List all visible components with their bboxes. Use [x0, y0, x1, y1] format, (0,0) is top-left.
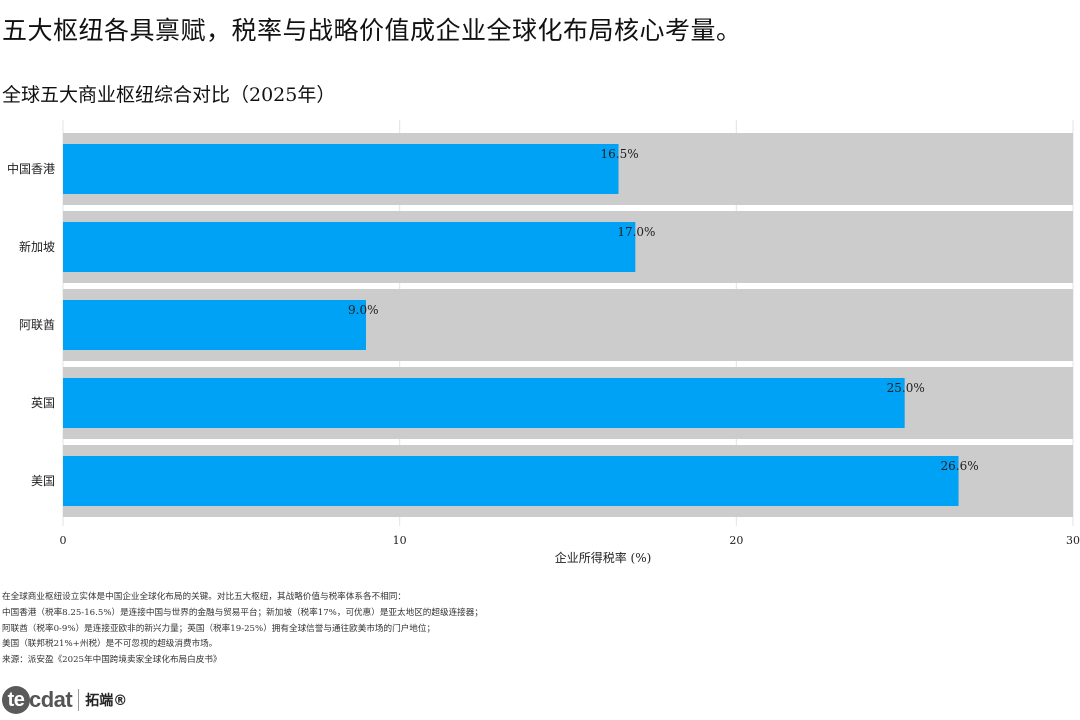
data-label: 9.0%	[348, 303, 379, 317]
note-line: 美国（联邦税21%+州税）是不可忽视的超级消费市场。	[2, 639, 218, 650]
chart-title: 全球五大商业枢纽综合对比（2025年）	[2, 84, 336, 106]
bar	[63, 300, 366, 350]
logo-chinese-name: 拓端®	[85, 693, 128, 709]
data-label: 16.5%	[601, 147, 639, 161]
bar-chart: 16.5% 中国香港 17.0% 新加坡 9.0% 阿联酋 25.0% 英国 26.6% 美国 0 1…	[7, 120, 1080, 565]
tecdat-logo-mark: te cdat	[2, 686, 73, 714]
bar	[63, 144, 619, 194]
source-line: 来源：派安盈《2025年中国跨境卖家全球化布局白皮书》	[2, 655, 222, 666]
category-label: 新加坡	[19, 239, 55, 254]
data-label: 17.0%	[617, 225, 655, 239]
headline: 五大枢纽各具禀赋，税率与战略价值成企业全球化布局核心考量。	[2, 16, 742, 45]
x-axis-label: 企业所得税率 (%)	[555, 550, 652, 565]
logo-ring: te	[2, 686, 30, 714]
data-label: 26.6%	[941, 459, 979, 473]
category-label: 英国	[31, 396, 55, 410]
note-line: 中国香港（税率8.25-16.5%）是连接中国与世界的金融与贸易平台；新加坡（税…	[2, 607, 483, 618]
brand-logo: te cdat 拓端®	[2, 682, 127, 718]
bar	[63, 456, 959, 506]
logo-wordmark: cdat	[29, 687, 73, 712]
x-tick-label: 0	[60, 534, 67, 547]
chart-notes: 在全球商业枢纽设立实体是中国企业全球化布局的关键。对比五大枢纽，其战略价值与税率…	[2, 590, 483, 669]
note-line: 在全球商业枢纽设立实体是中国企业全球化布局的关键。对比五大枢纽，其战略价值与税率…	[2, 592, 406, 602]
category-label: 中国香港	[7, 161, 55, 176]
note-line: 阿联酋（税率0-9%）是连接亚欧非的新兴力量；英国（税率19-25%）拥有全球信…	[2, 623, 436, 634]
bar	[63, 378, 905, 428]
bar	[63, 222, 636, 272]
logo-divider	[78, 689, 80, 711]
x-tick-label: 10	[393, 534, 407, 547]
x-tick-label: 20	[729, 534, 743, 547]
category-label: 阿联酋	[19, 317, 55, 332]
data-label: 25.0%	[887, 381, 925, 395]
x-tick-label: 30	[1066, 534, 1080, 547]
category-label: 美国	[31, 474, 55, 488]
